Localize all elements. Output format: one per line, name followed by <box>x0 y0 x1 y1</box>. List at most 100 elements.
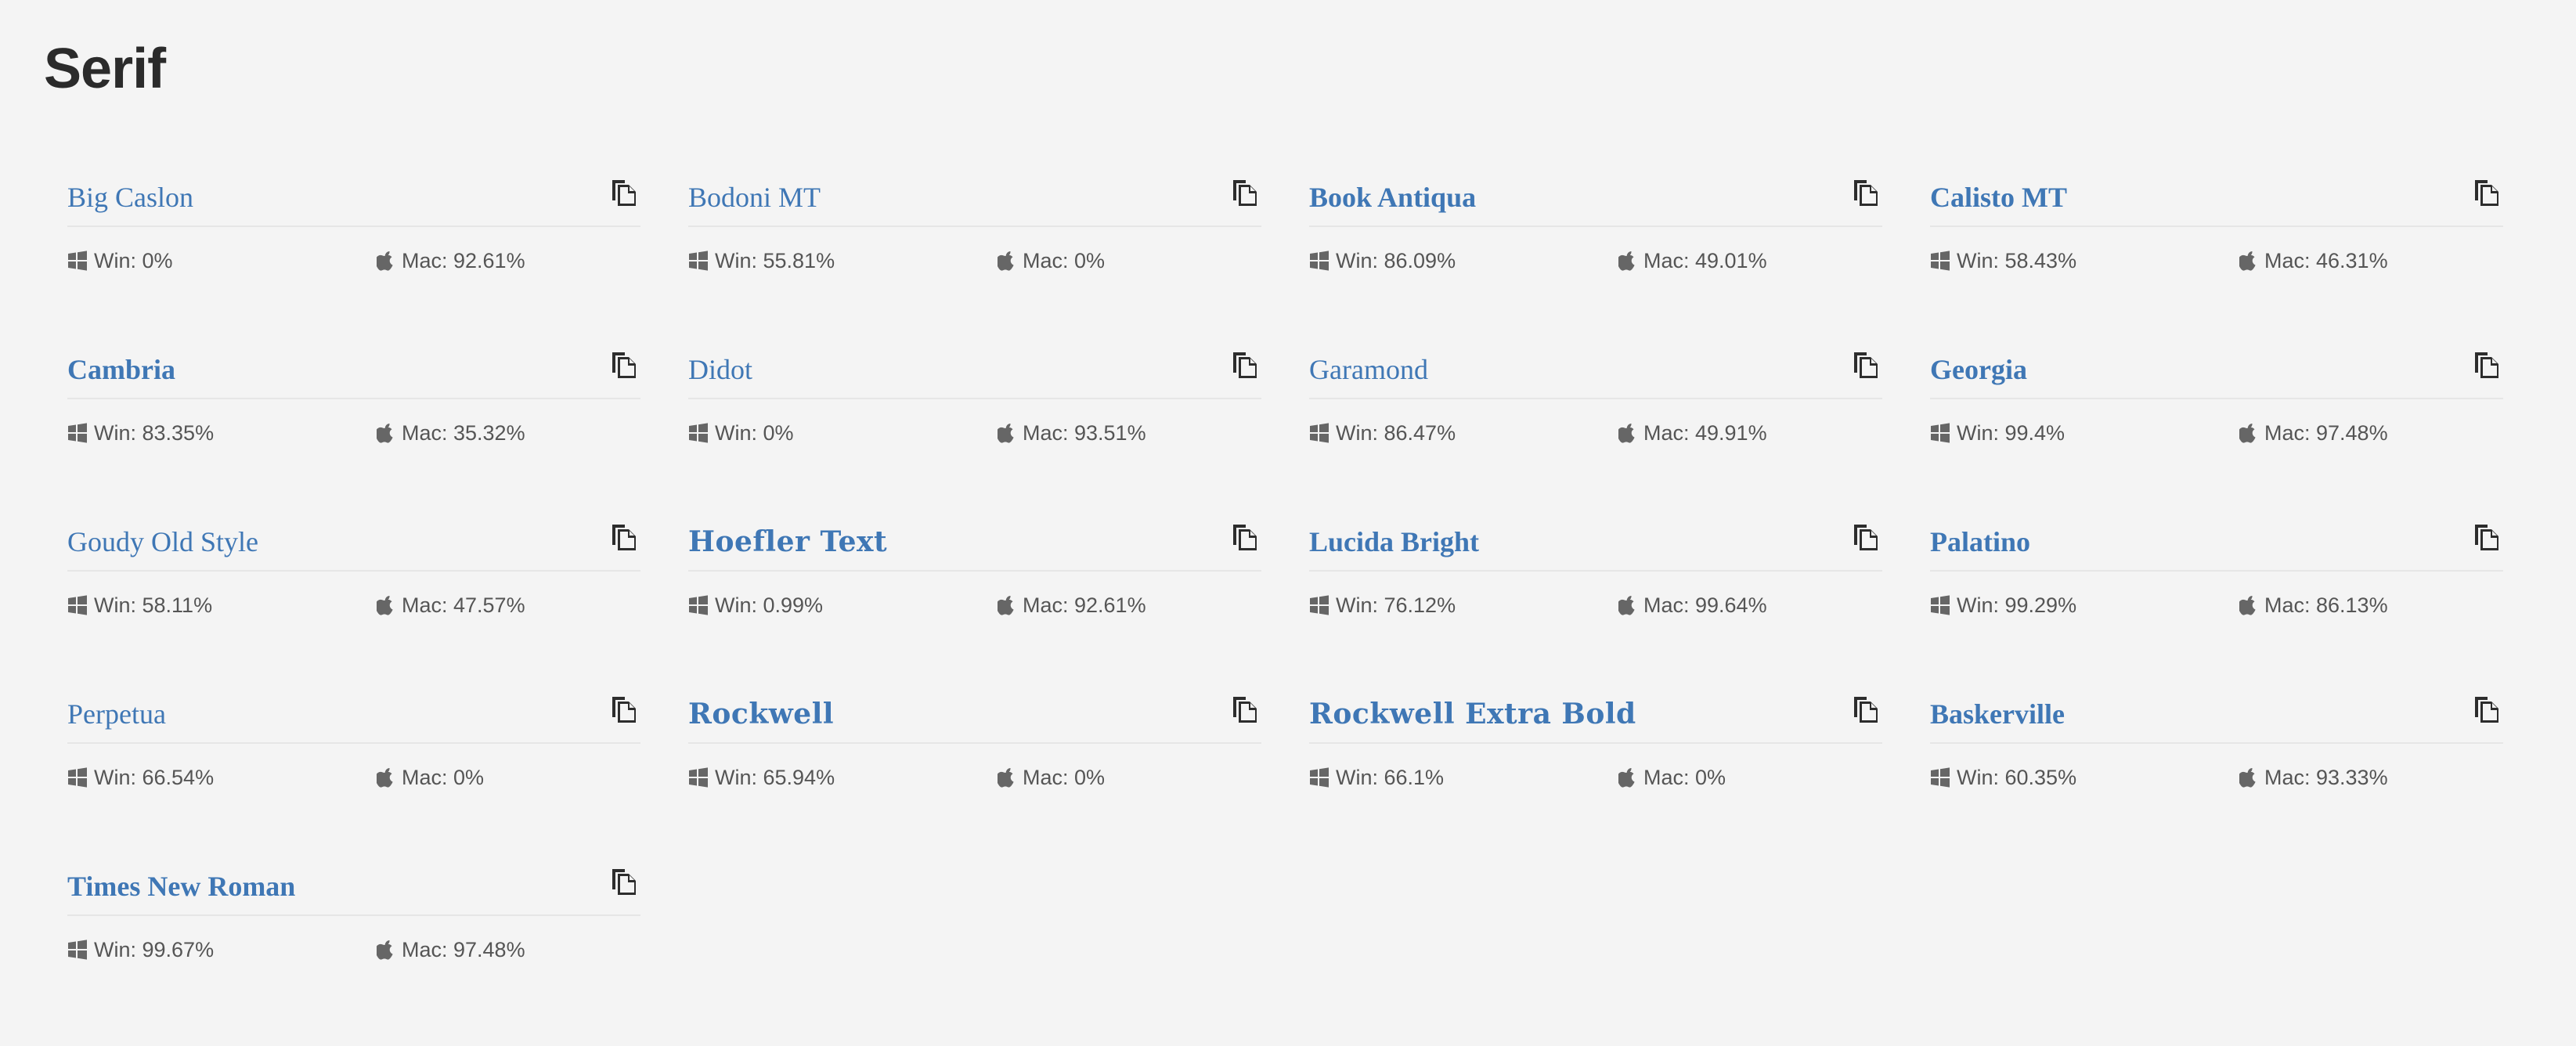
font-card-header: Calisto MT <box>1930 157 2503 227</box>
win-stat: Win: 0.99% <box>688 592 823 619</box>
copy-icon[interactable] <box>1230 694 1261 725</box>
copy-icon[interactable] <box>609 349 640 381</box>
font-card-perpetua: Perpetua Win: 66.54% <box>67 673 640 846</box>
mac-stat: Mac: 0% <box>1618 764 1726 791</box>
copy-icon[interactable] <box>1230 177 1261 208</box>
copy-icon[interactable] <box>2472 177 2503 208</box>
apple-icon <box>998 251 1014 271</box>
apple-icon <box>2239 768 2256 788</box>
copy-icon[interactable] <box>2472 349 2503 381</box>
copy-icon[interactable] <box>2472 521 2503 553</box>
windows-icon <box>1931 423 1950 443</box>
copy-icon[interactable] <box>1851 349 1882 381</box>
windows-icon <box>1931 595 1950 615</box>
font-name: Big Caslon <box>67 182 194 213</box>
windows-icon <box>1931 251 1950 271</box>
font-name: Book Antiqua <box>1309 182 1477 213</box>
copy-icon[interactable] <box>1851 521 1882 553</box>
windows-icon <box>1310 767 1329 788</box>
mac-stat: Mac: 86.13% <box>2239 592 2388 619</box>
mac-stat: Mac: 93.33% <box>2239 764 2388 791</box>
copy-icon[interactable] <box>1851 694 1882 725</box>
font-name: Goudy Old Style <box>67 526 259 557</box>
apple-icon <box>1618 424 1635 443</box>
font-name: Palatino <box>1930 526 2031 557</box>
copy-icon[interactable] <box>609 177 640 208</box>
windows-icon <box>68 595 87 615</box>
windows-icon <box>689 595 708 615</box>
mac-percentage: Mac: 49.01% <box>1643 249 1767 272</box>
mac-percentage: Mac: 93.51% <box>1023 421 1146 445</box>
mac-percentage: Mac: 49.91% <box>1643 421 1767 445</box>
font-card-bodoni-mt: Bodoni MT Win: 55.81% <box>688 157 1261 329</box>
apple-icon <box>377 768 393 788</box>
font-card-baskerville: Baskerville Win: 60.35% <box>1930 673 2503 846</box>
copy-icon[interactable] <box>1230 349 1261 381</box>
font-card-rockwell-extra-bold: Rockwell Extra Bold Win: 66.1% <box>1309 673 1882 846</box>
win-percentage: Win: 0.99% <box>715 593 824 617</box>
font-card-header: Didot <box>688 329 1261 399</box>
mac-stat: Mac: 99.64% <box>1618 592 1767 619</box>
mac-stat: Mac: 0% <box>998 247 1105 274</box>
mac-stat: Mac: 97.48% <box>2239 420 2388 446</box>
font-card-header: Cambria <box>67 329 640 399</box>
win-percentage: Win: 86.09% <box>1336 249 1456 272</box>
win-percentage: Win: 60.35% <box>1957 766 2077 789</box>
apple-icon <box>998 596 1014 615</box>
mac-stat: Mac: 49.01% <box>1618 247 1767 274</box>
font-card-palatino: Palatino Win: 99.29% <box>1930 501 2503 673</box>
font-name: Calisto MT <box>1930 182 2067 213</box>
apple-icon <box>1618 596 1635 615</box>
win-percentage: Win: 99.29% <box>1957 593 2077 617</box>
font-stats: Win: 65.94% Mac: 0% <box>688 744 1261 822</box>
copy-icon[interactable] <box>609 694 640 725</box>
font-name: Didot <box>688 354 753 385</box>
font-card-book-antiqua: Book Antiqua Win: 86.09% <box>1309 157 1882 329</box>
copy-icon[interactable] <box>2472 694 2503 725</box>
font-stats: Win: 99.29% Mac: 86.13% <box>1930 572 2503 650</box>
font-card-header: Palatino <box>1930 501 2503 572</box>
copy-icon[interactable] <box>609 521 640 553</box>
win-percentage: Win: 58.43% <box>1957 249 2077 272</box>
section-title: Serif <box>44 38 166 100</box>
font-stats: Win: 0% Mac: 93.51% <box>688 399 1261 478</box>
win-stat: Win: 99.29% <box>1930 592 2076 619</box>
copy-icon[interactable] <box>609 866 640 897</box>
font-card-header: Rockwell <box>688 673 1261 744</box>
font-stats: Win: 58.43% Mac: 46.31% <box>1930 227 2503 305</box>
copy-icon[interactable] <box>1230 521 1261 553</box>
font-stats: Win: 99.67% Mac: 97.48% <box>67 916 640 994</box>
font-card-header: Hoefler Text <box>688 501 1261 572</box>
win-stat: Win: 0% <box>688 420 794 446</box>
win-stat: Win: 99.67% <box>67 936 214 963</box>
apple-icon <box>998 424 1014 443</box>
apple-icon <box>377 251 393 271</box>
font-card-big-caslon: Big Caslon Win: 0% <box>67 157 640 329</box>
win-percentage: Win: 66.54% <box>94 766 215 789</box>
win-stat: Win: 65.94% <box>688 764 835 791</box>
font-stats: Win: 76.12% Mac: 99.64% <box>1309 572 1882 650</box>
font-stats: Win: 86.09% Mac: 49.01% <box>1309 227 1882 305</box>
font-card-cambria: Cambria Win: 83.35% <box>67 329 640 501</box>
win-stat: Win: 86.09% <box>1309 247 1456 274</box>
font-name: Baskerville <box>1930 698 2065 730</box>
mac-percentage: Mac: 93.33% <box>2264 766 2388 789</box>
font-stats: Win: 66.54% Mac: 0% <box>67 744 640 822</box>
font-stats: Win: 60.35% Mac: 93.33% <box>1930 744 2503 822</box>
font-card-didot: Didot Win: 0% Mac: <box>688 329 1261 501</box>
font-card-header: Georgia <box>1930 329 2503 399</box>
font-card-times-new-roman: Times New Roman Win: 99.67% <box>67 846 640 1018</box>
win-stat: Win: 76.12% <box>1309 592 1456 619</box>
windows-icon <box>689 423 708 443</box>
mac-percentage: Mac: 86.13% <box>2264 593 2388 617</box>
font-name: Perpetua <box>67 698 166 730</box>
win-stat: Win: 66.1% <box>1309 764 1444 791</box>
font-stats: Win: 0.99% Mac: 92.61% <box>688 572 1261 650</box>
mac-stat: Mac: 92.61% <box>377 247 525 274</box>
mac-stat: Mac: 47.57% <box>377 592 525 619</box>
mac-percentage: Mac: 99.64% <box>1643 593 1767 617</box>
mac-percentage: Mac: 92.61% <box>402 249 525 272</box>
copy-icon[interactable] <box>1851 177 1882 208</box>
win-percentage: Win: 66.1% <box>1336 766 1445 789</box>
mac-percentage: Mac: 97.48% <box>402 938 525 961</box>
